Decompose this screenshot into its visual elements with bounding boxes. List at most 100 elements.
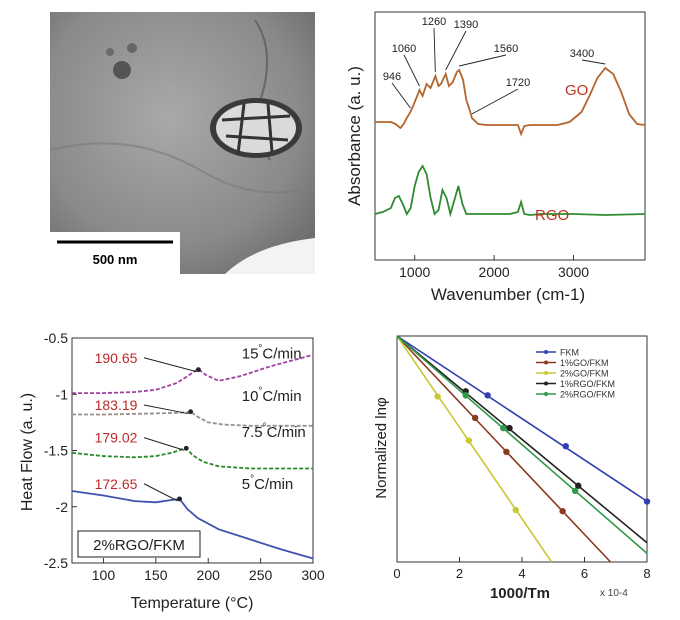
dsc-x-axis-label: Temperature (°C) [131,595,254,612]
tem-particle [106,48,114,56]
ftir-peak-arrow [459,54,507,67]
ftir-legend-go: GO [565,82,588,99]
dsc-x-tick-label: 150 [144,567,168,583]
dsc-series-15-c-min [72,354,314,395]
ftir-series-rgo [374,164,646,218]
kinetics-point-2-go-fkm [465,437,473,444]
dsc-sample-label: 2%RGO/FKM [93,537,185,554]
ftir-peak-arrow [581,59,606,65]
kinetics-x-tick-label: 8 [643,566,650,581]
kinetics-point-1-go-fkm [559,507,566,515]
kinetics-legend-label: FKM [560,348,579,358]
ftir-peak-label: 3400 [570,48,594,60]
kinetics-fit-line-1-go-fkm [396,335,612,563]
dsc-y-tick-label: -1.5 [44,443,68,459]
ftir-peak-arrow [391,82,411,109]
kinetics-legend-marker [544,360,548,365]
ftir-peak-label: 1720 [506,77,530,89]
kinetics-legend-label: 1%RGO/FKM [560,379,615,389]
kinetics-legend-label: 2%RGO/FKM [560,390,615,400]
ftir-chart: 1000 2000 3000 946 1060 1260 1390 1560 1720 3400… [345,11,646,304]
kinetics-x-tick-label: 2 [456,566,463,581]
ftir-peak-arrow [433,27,436,73]
dsc-y-tick-label: -2 [56,499,69,515]
kinetics-legend-marker [544,392,548,396]
dsc-rate-label: 5°C/min [242,474,294,493]
kinetics-legend-label: 1%GO/FKM [560,358,609,368]
dsc-x-tick-label: 100 [92,567,116,583]
dsc-plot-frame [71,337,314,564]
kinetics-fit-line-2-go-fkm [396,335,553,563]
dsc-y-axis-label: Heat Flow (a. u.) [19,393,36,511]
tem-particle [113,61,131,79]
kinetics-x-axis-label: 1000/Tm [490,585,550,602]
dsc-peak-marker [196,367,201,373]
dsc-y-tick-label: -2.5 [44,555,68,571]
ftir-y-axis-label: Absorbance (a. u.) [345,66,364,206]
scale-bar-label: 500 nm [93,252,138,267]
dsc-series-7-5-c-min [71,447,313,470]
dsc-peak-marker [188,409,194,415]
kinetics-x-tick-label: 0 [393,566,400,581]
ftir-x-tick-label: 1000 [399,264,430,280]
scale-bar-box [50,232,180,274]
dsc-series-5-c-min [71,490,314,560]
kinetics-point-1-rgo-fkm [575,482,582,489]
ftir-x-tick-label: 3000 [558,264,589,280]
ftir-peak-label: 946 [383,71,401,83]
dsc-rate-label: 7.5°C/min [242,422,306,441]
dsc-x-tick-label: 300 [301,567,325,583]
tem-image-panel: 500 nm [49,12,315,274]
dsc-y-axis-label-text: Heat Flow (a. u.) [19,393,36,511]
ftir-peak-arrow [403,54,420,87]
ftir-peak-label: 1390 [454,19,478,31]
kinetics-point-1-go-fkm [503,448,510,456]
dsc-peak-marker [177,496,182,502]
kinetics-point-2-rgo-fkm [500,424,507,432]
kinetics-point-1-go-fkm [471,414,479,422]
kinetics-legend-marker [544,381,548,386]
dsc-peak-label: 172.65 [95,476,138,492]
ftir-x-axis-label: Wavenumber (cm-1) [431,285,585,304]
ftir-x-tick-label: 2000 [479,264,510,280]
dsc-x-tick-label: 200 [197,567,221,583]
kinetics-legend-marker [544,371,548,375]
ftir-plot-frame [374,11,646,261]
dsc-y-tick-label: -0.5 [44,330,68,346]
dsc-rate-label: 15°C/min [242,343,302,362]
tem-bright-region [225,238,315,274]
kinetics-x-tick-label: 4 [518,566,525,581]
kinetics-legend-marker [544,350,548,354]
tem-sheet-edge [49,142,301,194]
kinetics-x-tick-label: 6 [581,566,588,581]
ftir-peak-arrow [471,88,519,115]
dsc-y-tick-label: -1 [56,386,69,402]
kinetics-x-multiplier: x 10-4 [600,588,628,599]
kinetics-point-fkm [643,498,651,505]
dsc-peak-arrow [143,357,197,373]
dsc-peak-label: 183.19 [95,397,138,413]
tem-grid-hole-highlight [216,103,296,153]
dsc-peak-label: 179.02 [95,430,138,446]
kinetics-chart: 0 2 4 6 8 FKM1%GO/FKM2%GO/FKM1%RGO/FKM2%RGO/… [373,335,651,602]
kinetics-point-2-go-fkm [512,506,519,514]
kinetics-point-2-rgo-fkm [462,392,469,399]
kinetics-point-fkm [484,392,491,399]
kinetics-y-axis-label: Normalized lnφ [373,397,390,499]
dsc-x-tick-label: 250 [249,567,273,583]
kinetics-fit-line-1-rgo-fkm [396,335,648,544]
ftir-series-go [375,66,646,137]
dsc-chart: 100 150 200 250 300 -0.5 -1 -1.5 -2 -2.5 15°C/min… [19,330,325,612]
dsc-sample-box [77,530,201,558]
kinetics-point-2-rgo-fkm [571,487,579,495]
tem-grid-bars [221,103,291,155]
kinetics-plot-frame [396,335,648,563]
ftir-peak-arrow [445,30,467,71]
kinetics-fit-line-2-rgo-fkm [396,335,648,554]
ftir-peak-label: 1560 [494,43,518,55]
ftir-peak-label: 1260 [422,16,446,28]
dsc-peak-marker [183,445,189,451]
dsc-peak-arrow [143,437,185,451]
dsc-peak-arrow [143,404,189,415]
ftir-legend-rgo: RGO [535,207,569,224]
